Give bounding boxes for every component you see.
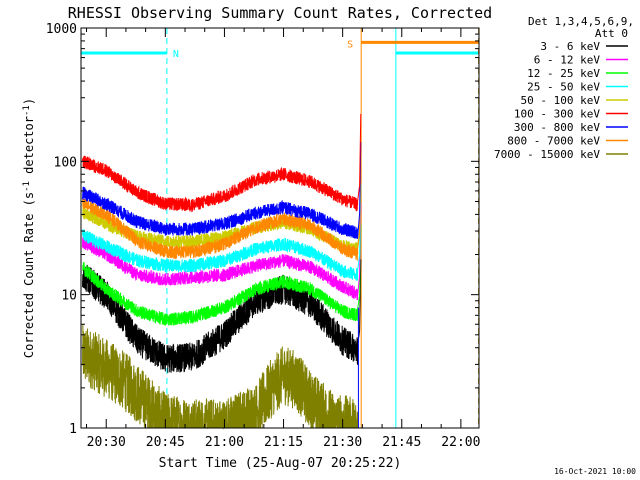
saa-flag-label: S	[347, 39, 353, 50]
x-tick-label: 20:30	[87, 435, 126, 450]
y-tick-label: 1	[69, 422, 77, 437]
series-line-300_800keV	[82, 141, 362, 240]
legend-label: 7000 - 15000 keV	[494, 148, 600, 161]
y-axis-label-end: )	[22, 98, 36, 105]
legend-header-line2: Att 0	[595, 27, 628, 40]
x-tick-label: 20:45	[146, 435, 185, 450]
x-tick-label: 21:15	[264, 435, 303, 450]
y-tick-label: 10	[61, 289, 77, 304]
legend-label: 100 - 300 keV	[514, 108, 600, 121]
legend-label: 3 - 6 keV	[540, 40, 600, 53]
y-tick-label: 100	[54, 155, 77, 170]
y-axis-label: Corrected Count Rate (s-1 detector-1)	[22, 98, 36, 358]
y-axis-label-main: Corrected Count Rate (s	[22, 192, 36, 358]
legend-label: 800 - 7000 keV	[507, 135, 600, 148]
series-line-100_300keV	[82, 113, 362, 213]
series-line-800_7000keV	[82, 163, 362, 261]
chart-title: RHESSI Observing Summary Count Rates, Co…	[68, 4, 492, 22]
x-tick-label: 22:00	[441, 435, 480, 450]
night-flag-label: N	[173, 49, 179, 60]
footer-timestamp: 16-Oct-2021 10:00	[554, 467, 636, 476]
x-tick-label: 21:00	[205, 435, 244, 450]
y-axis-label-sup2: -1	[22, 105, 32, 116]
x-axis-label: Start Time (25-Aug-07 20:25:22)	[159, 456, 402, 471]
plot-frame	[80, 27, 480, 429]
legend-label: 50 - 100 keV	[521, 94, 601, 107]
legend-header-line1: Det 1,3,4,5,6,9,	[528, 15, 634, 28]
y-axis: 1 10 100 1000	[46, 22, 479, 437]
legend-label: 25 - 50 keV	[527, 81, 600, 94]
series-line-3_6keV	[82, 259, 362, 373]
legend-label: 6 - 12 keV	[534, 54, 601, 67]
x-axis: 20:30 20:45 21:00 21:15 21:30 21:45 22:00	[86, 28, 480, 450]
legend-label: 12 - 25 keV	[527, 67, 600, 80]
series-line-25_50keV	[82, 184, 362, 281]
series-line-6_12keV	[82, 203, 362, 301]
y-tick-label: 1000	[46, 22, 77, 37]
y-axis-label-sup1: -1	[22, 181, 32, 192]
y-axis-label-mid: detector	[22, 116, 36, 181]
series-line-12_25keV	[82, 224, 362, 326]
x-tick-label: 21:45	[382, 435, 421, 450]
legend-label: 300 - 800 keV	[514, 121, 600, 134]
x-tick-label: 21:30	[323, 435, 362, 450]
